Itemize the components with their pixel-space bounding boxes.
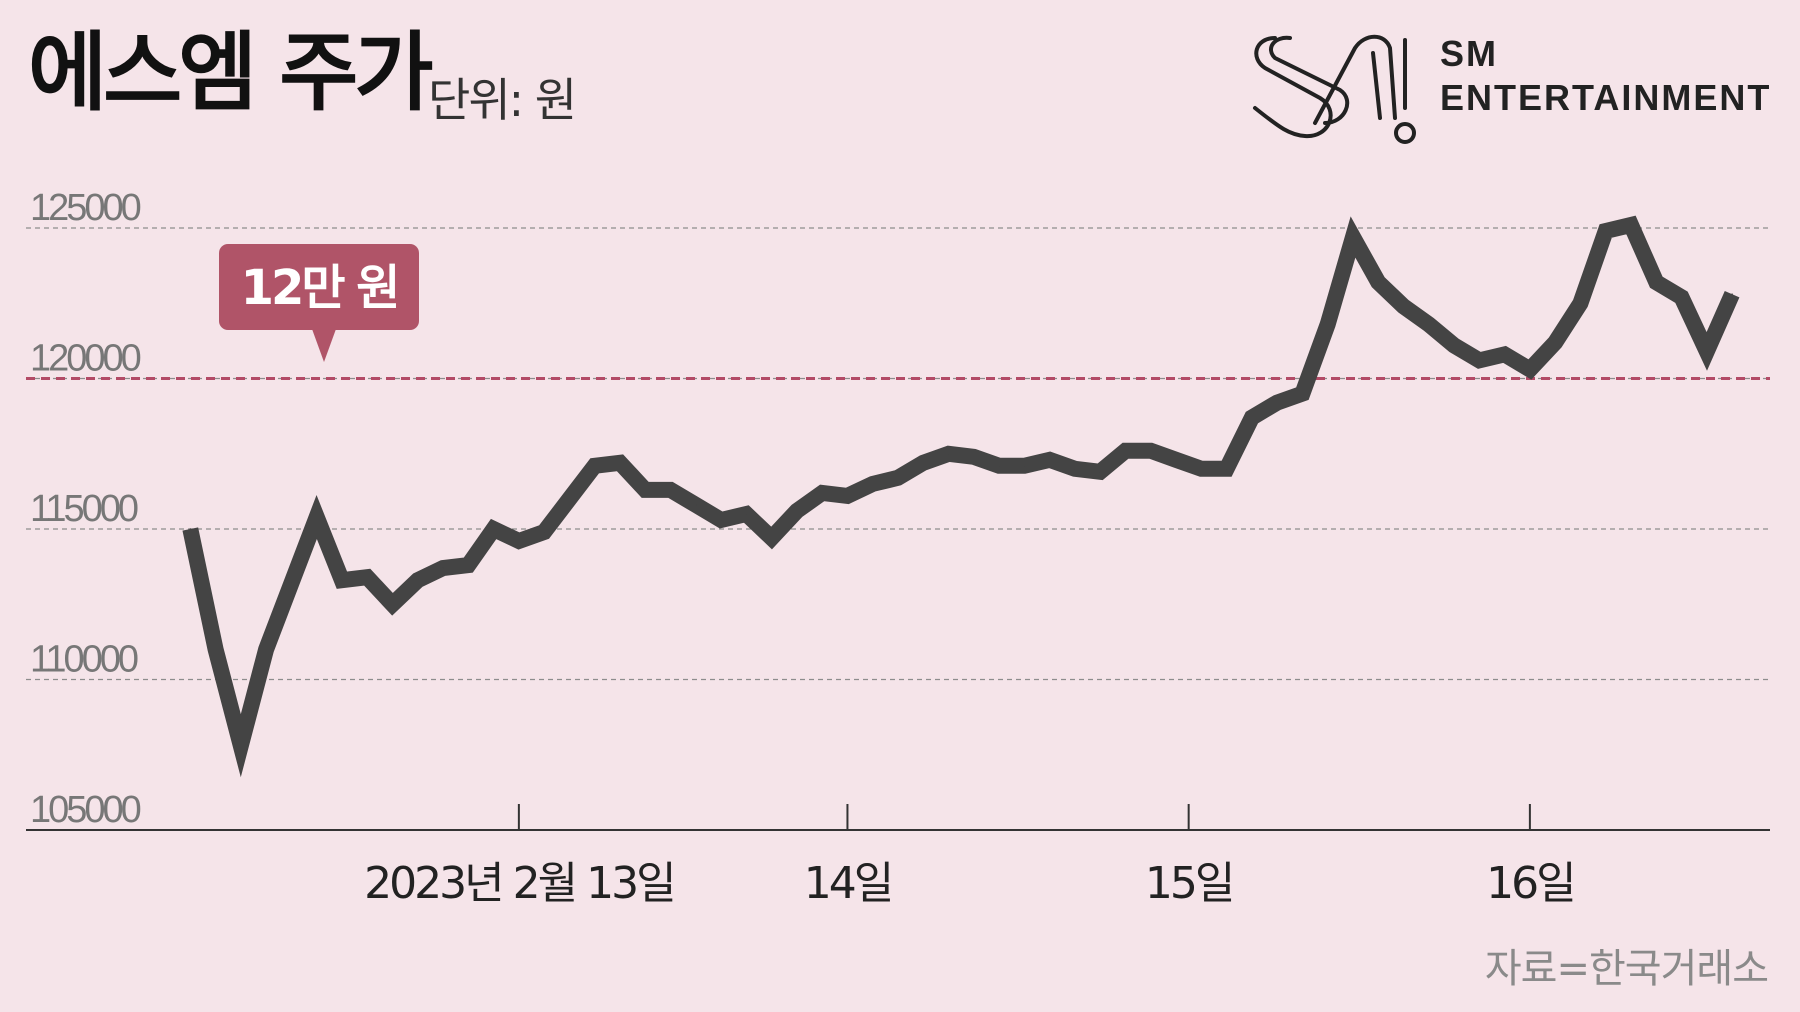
- data-point: [1655, 281, 1658, 284]
- data-point: [1048, 459, 1051, 461]
- data-point: [669, 489, 672, 491]
- data-point: [492, 528, 495, 530]
- data-point: [1225, 468, 1228, 470]
- data-point: [1630, 224, 1632, 226]
- y-tick-label: 115000: [30, 488, 138, 530]
- series-group: [182, 215, 1740, 778]
- data-point: [973, 456, 975, 458]
- callout-pointer: [312, 329, 336, 362]
- data-point: [467, 564, 470, 566]
- data-point: [1099, 471, 1101, 473]
- unit-label: 단위: 원: [428, 73, 577, 127]
- x-tick-label: 2023년 2월 13일: [364, 858, 673, 909]
- data-point: [644, 489, 646, 491]
- data-point: [1604, 230, 1607, 232]
- series-line: [182, 215, 1740, 778]
- data-point: [315, 516, 318, 518]
- data-point: [897, 477, 899, 479]
- data-point: [770, 537, 773, 539]
- logo-wordmark: SM ENTERTAINMENT: [1440, 32, 1771, 120]
- data-point: [846, 495, 849, 497]
- y-tick-label: 120000: [30, 338, 141, 380]
- data-point: [1124, 449, 1127, 452]
- data-point: [821, 492, 823, 494]
- data-point: [1352, 236, 1354, 238]
- data-point: [922, 462, 925, 464]
- data-point: [1377, 281, 1379, 284]
- x-tick-label: 16일: [1486, 858, 1573, 909]
- data-point: [1731, 293, 1733, 296]
- data-point: [1326, 323, 1329, 326]
- chart-title: 에스엠 주가: [28, 23, 434, 123]
- data-point: [796, 510, 798, 512]
- data-point: [1579, 302, 1582, 305]
- data-point: [1074, 468, 1076, 470]
- data-point: [341, 579, 343, 581]
- data-point: [1175, 459, 1177, 461]
- callout-label: 12만 원: [241, 260, 398, 316]
- data-point: [947, 453, 950, 455]
- sm-logo-icon: [1253, 34, 1416, 144]
- data-point: [1023, 465, 1026, 467]
- data-point: [417, 579, 419, 581]
- y-tick-label: 110000: [30, 639, 138, 681]
- data-point: [1402, 305, 1405, 308]
- data-point: [290, 582, 293, 584]
- x-tick-label: 15일: [1145, 858, 1232, 909]
- y-tick-label: 105000: [30, 789, 141, 831]
- data-point: [1554, 341, 1556, 344]
- data-point: [391, 603, 394, 606]
- data-point: [998, 465, 1000, 467]
- callout-group: 12만 원: [219, 244, 419, 362]
- x-tick-label: 14일: [804, 858, 891, 909]
- data-point: [265, 648, 267, 651]
- data-point: [1301, 392, 1304, 395]
- logo-line-2: ENTERTAINMENT: [1440, 77, 1772, 118]
- data-point: [1706, 350, 1708, 353]
- data-point: [695, 504, 697, 506]
- callout-box: [219, 244, 419, 330]
- data-point: [1478, 359, 1481, 362]
- data-point: [1453, 344, 1455, 347]
- data-point: [1428, 323, 1430, 326]
- data-point: [240, 744, 242, 747]
- y-tick-labels: 105000 110000 115000 120000 125000: [30, 187, 144, 831]
- data-point: [871, 483, 874, 485]
- source-label: 자료=한국거래소: [1484, 946, 1769, 992]
- data-point: [1150, 449, 1152, 452]
- data-point: [1276, 401, 1278, 404]
- logo-line-1: SM: [1440, 33, 1498, 74]
- data-point: [442, 567, 444, 569]
- data-point: [214, 648, 217, 651]
- data-point: [1200, 468, 1203, 470]
- data-point: [568, 498, 571, 500]
- data-point: [518, 540, 520, 542]
- data-point: [720, 519, 722, 521]
- data-point: [1529, 368, 1531, 371]
- x-axis: 2023년 2월 13일 14일 15일 16일: [26, 804, 1770, 909]
- data-point: [1251, 416, 1253, 419]
- data-point: [189, 528, 192, 530]
- data-point: [366, 576, 369, 578]
- data-point: [543, 531, 545, 533]
- data-point: [619, 462, 621, 464]
- data-point: [1503, 353, 1506, 356]
- data-point: [593, 465, 596, 467]
- y-tick-label: 125000: [30, 187, 141, 229]
- data-point: [1680, 296, 1683, 299]
- data-point: [745, 513, 748, 515]
